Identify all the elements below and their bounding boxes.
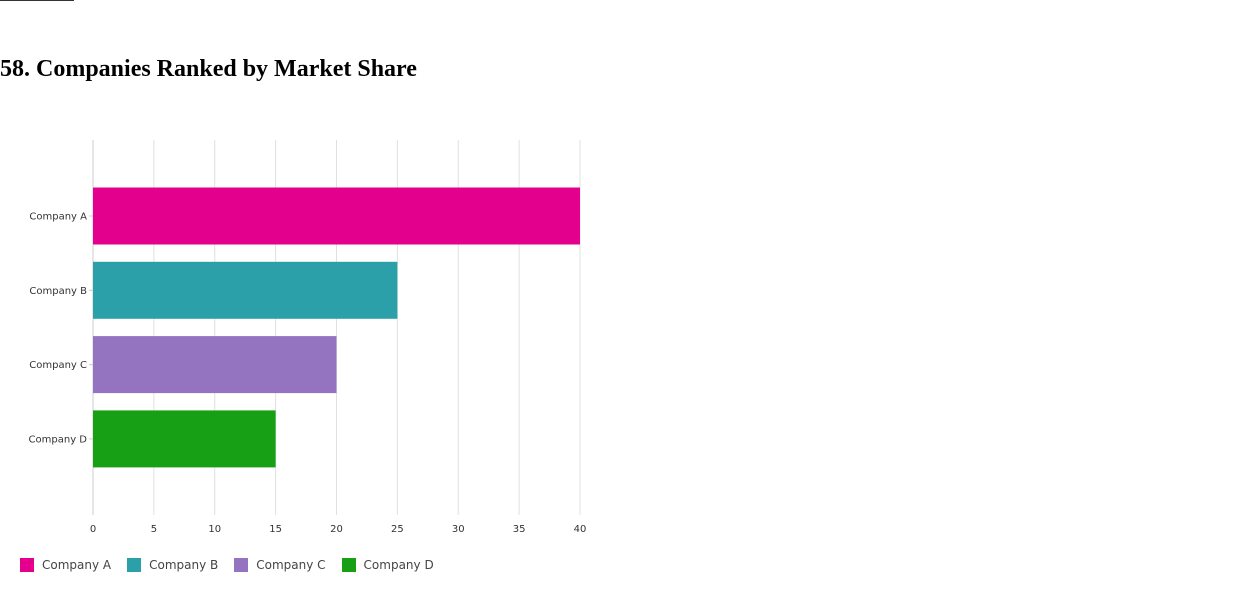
top-divider — [0, 0, 74, 1]
legend-swatch — [341, 558, 356, 572]
legend-item[interactable]: Company D — [341, 558, 434, 572]
chart-container: Company A Company B Company C Company D 0 5 10… — [0, 130, 620, 590]
legend-item[interactable]: Company A — [20, 558, 111, 572]
legend-swatch — [127, 558, 142, 572]
chart-legend: Company A Company B Company C Company D — [20, 558, 450, 572]
legend-swatch — [234, 558, 249, 572]
legend-item[interactable]: Company C — [234, 558, 326, 572]
x-tick-label: 20 — [330, 524, 343, 535]
category-label: Company D — [29, 434, 88, 445]
category-label: Company B — [29, 286, 87, 297]
x-tick-label: 0 — [90, 524, 96, 535]
bar — [93, 336, 337, 394]
bar-chart: Company A Company B Company C Company D 0 5 10… — [29, 140, 587, 535]
x-tick-label: 35 — [513, 524, 526, 535]
x-tick-label: 10 — [208, 524, 221, 535]
legend-label: Company A — [42, 558, 112, 572]
legend-label: Company D — [363, 558, 434, 572]
x-tick-label: 30 — [452, 524, 465, 535]
bar — [93, 187, 580, 245]
x-tick-label: 15 — [269, 524, 282, 535]
bar — [93, 410, 276, 468]
category-label: Company A — [29, 212, 87, 223]
bar — [93, 261, 398, 319]
x-tick-label: 25 — [391, 524, 404, 535]
x-tick-label: 40 — [574, 524, 587, 535]
legend-item[interactable]: Company B — [127, 558, 218, 572]
page-title: 58. Companies Ranked by Market Share — [0, 56, 417, 82]
legend-label: Company B — [149, 558, 219, 572]
x-tick-label: 5 — [151, 524, 157, 535]
category-label: Company C — [29, 360, 87, 371]
legend-label: Company C — [256, 558, 326, 572]
legend-swatch — [20, 558, 34, 572]
